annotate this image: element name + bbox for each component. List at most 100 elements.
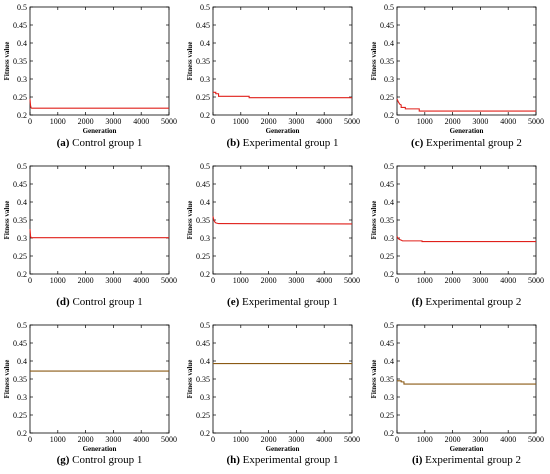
plot-frame [212,165,353,275]
panel-caption: (e) Experimental group 1 [227,296,338,308]
y-tick-label: 0.3 [17,75,27,84]
y-tick-label: 0.35 [196,216,210,225]
x-tick-label: 1000 [417,435,433,444]
y-tick-label: 0.2 [17,111,27,120]
y-tick-label: 0.45 [380,339,394,348]
x-tick-label: 3000 [472,117,488,126]
panel-caption: (d) Control group 1 [56,296,142,308]
x-axis-label: Generation [450,127,484,135]
chart-panel-7: 0.2 0.25 0.3 0.35 0.4 0.45 0.5 0 1000 2000 3000 400… [3,321,177,466]
caption-letter: (d) [56,296,70,308]
y-tick-label: 0.25 [380,252,394,261]
y-tick-label: 0.35 [380,375,394,384]
y-axis-label: Fitness value [186,201,194,240]
x-tick-label: 0 [211,117,215,126]
x-tick-label: 1000 [233,276,249,285]
y-tick-label: 0.3 [200,75,210,84]
x-tick-label: 2000 [445,276,461,285]
x-tick-label: 4000 [500,435,516,444]
y-tick-label: 0.5 [17,321,27,330]
y-tick-label: 0.35 [13,57,27,66]
series-line-1 [29,98,169,109]
y-tick-label: 0.45 [380,180,394,189]
y-tick-label: 0.4 [17,39,27,48]
y-axis-label: Fitness value [3,42,11,81]
caption-letter: (i) [412,454,423,466]
caption-letter: (h) [226,454,240,466]
y-tick-label: 0.4 [384,39,394,48]
caption-letter: (a) [57,137,70,149]
y-tick-label: 0.2 [384,270,394,279]
caption-text: Experimental group 1 [240,454,339,466]
y-tick-label: 0.4 [384,357,394,366]
x-tick-label: 3000 [288,435,304,444]
y-tick-label: 0.3 [17,393,27,402]
y-tick-label: 0.2 [200,270,210,279]
caption-letter: (e) [227,296,240,308]
y-tick-label: 0.2 [17,429,27,438]
y-tick-label: 0.25 [380,411,394,420]
x-tick-label: 0 [395,276,399,285]
x-tick-label: 3000 [472,435,488,444]
y-tick-label: 0.35 [13,216,27,225]
x-tick-label: 3000 [288,276,304,285]
x-tick-label: 0 [211,435,215,444]
x-tick-label: 4000 [316,435,332,444]
x-tick-label: 2000 [78,435,94,444]
plot-frame [212,324,353,434]
y-tick-label: 0.5 [384,162,394,171]
x-tick-label: 4000 [500,117,516,126]
x-tick-label: 1000 [233,117,249,126]
x-tick-label: 0 [28,435,32,444]
caption-text: Control group 1 [70,296,143,308]
y-tick-label: 0.25 [196,411,210,420]
y-tick-label: 0.5 [384,321,394,330]
panel-caption: (f) Experimental group 2 [412,296,522,308]
x-tick-label: 1000 [50,117,66,126]
x-tick-label: 2000 [445,435,461,444]
x-tick-label: 0 [211,276,215,285]
y-tick-label: 0.3 [200,234,210,243]
caption-text: Experimental group 1 [239,296,338,308]
y-tick-label: 0.3 [200,393,210,402]
plot-frame [29,6,170,116]
x-tick-label: 2000 [261,435,277,444]
y-tick-label: 0.5 [384,3,394,12]
y-tick-label: 0.4 [200,39,210,48]
x-axis-label: Generation [266,445,300,453]
x-tick-label: 2000 [261,117,277,126]
panel-caption: (c) Experimental group 2 [411,137,522,149]
y-tick-label: 0.45 [196,339,210,348]
y-tick-label: 0.35 [13,375,27,384]
y-tick-label: 0.35 [196,57,210,66]
chart-panel-4: 0.2 0.25 0.3 0.35 0.4 0.45 0.5 0 1000 2000 3000 400… [3,162,177,308]
x-tick-label: 5000 [344,117,360,126]
y-tick-label: 0.25 [196,252,210,261]
y-tick-label: 0.25 [13,411,27,420]
y-tick-label: 0.2 [384,429,394,438]
y-tick-label: 0.45 [13,180,27,189]
x-tick-label: 1000 [417,117,433,126]
y-tick-label: 0.4 [17,198,27,207]
y-tick-label: 0.5 [200,321,210,330]
x-axis-label: Generation [266,127,300,135]
panel-caption: (i) Experimental group 2 [412,454,521,466]
x-tick-label: 2000 [261,276,277,285]
y-tick-label: 0.25 [196,93,210,102]
plot-frame [396,324,537,434]
x-tick-label: 5000 [344,276,360,285]
y-tick-label: 0.45 [196,21,210,30]
caption-text: Control group 1 [69,454,142,466]
x-axis-label: Generation [83,445,117,453]
y-tick-label: 0.2 [17,270,27,279]
x-tick-label: 5000 [528,276,544,285]
y-tick-label: 0.45 [380,21,394,30]
caption-text: Experimental group 2 [423,296,522,308]
series-line-1 [396,235,536,243]
caption-letter: (g) [57,454,70,466]
x-tick-label: 4000 [500,276,516,285]
x-tick-label: 1000 [50,435,66,444]
plot-frame [29,165,170,275]
x-tick-label: 5000 [528,435,544,444]
chart-panel-9: 0.2 0.25 0.3 0.35 0.4 0.45 0.5 0 1000 2000 3000 400… [370,321,544,466]
